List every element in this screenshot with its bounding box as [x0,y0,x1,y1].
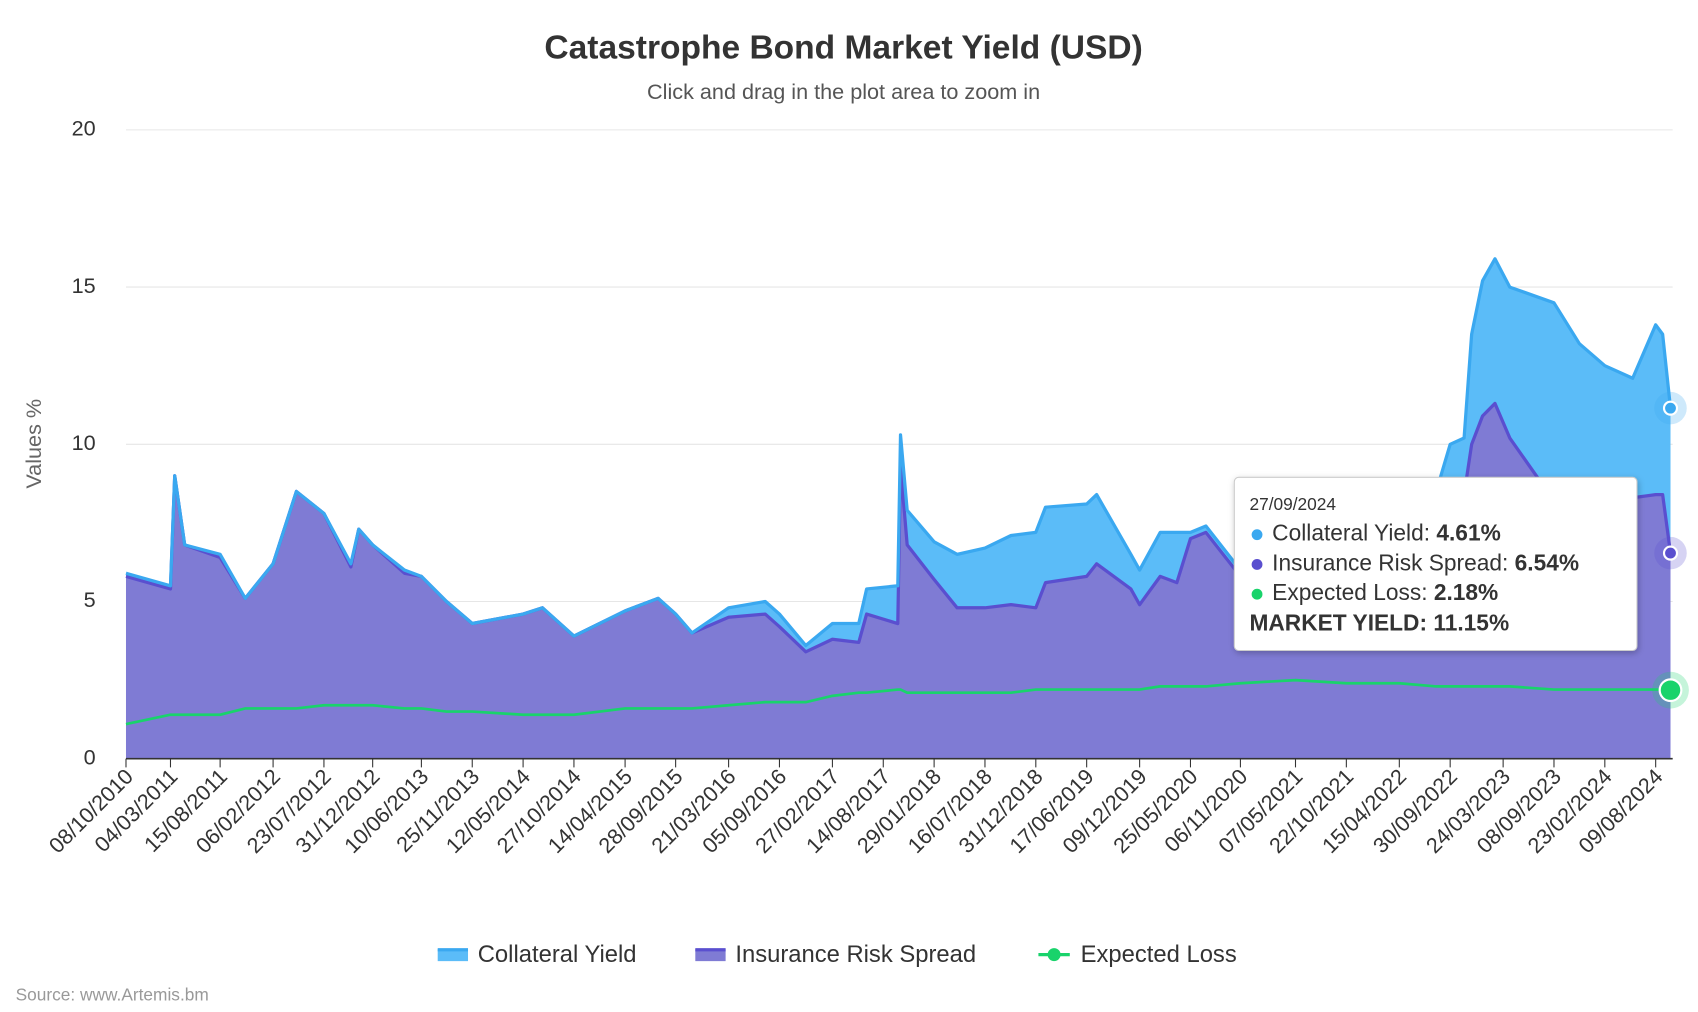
tooltip-sep: : [1502,549,1515,575]
area [125,403,1671,759]
tooltip-sep: : [1419,610,1433,636]
y-tick-label: 15 [72,273,96,298]
legend-swatch-dot [1047,948,1061,962]
tooltip-bullet [1251,529,1263,541]
tooltip-item: Insurance Risk Spread: 6.54% [1272,549,1579,575]
source: Source: www.Artemis.bm [16,984,209,1004]
tooltip-series-name: Expected Loss [1272,579,1421,605]
chart-title: Catastrophe Bond Market Yield (USD) [544,30,1142,67]
legend-label: Collateral Yield [478,941,637,968]
tooltip-value: 4.61% [1436,520,1500,546]
y-axis-label: Values % [21,399,46,489]
tooltip-box [1233,476,1638,652]
tooltip-total-value: 11.15% [1433,610,1509,636]
line [125,678,1671,726]
legend-swatch-line [437,948,469,952]
tooltip-item: Collateral Yield: 4.61% [1272,520,1501,546]
tooltip-total-name: MARKET YIELD [1249,610,1419,636]
tooltip-bullet [1251,559,1263,570]
y-tick-label: 0 [84,744,96,769]
tooltip-series-name: Collateral Yield [1272,520,1424,546]
tooltip-value: 6.54% [1515,549,1579,575]
legend-swatch [437,949,469,962]
tooltip-value: 2.18% [1434,579,1498,605]
chart-subtitle: Click and drag in the plot area to zoom … [647,79,1040,104]
tooltip-sep: : [1421,579,1434,605]
tooltip-total: MARKET YIELD: 11.15% [1249,610,1509,636]
legend-swatch [695,949,726,962]
hover-marker [1658,678,1683,703]
legend: Collateral Yield Insurance Risk Spread Exp… [437,941,1237,968]
tooltip-bullet [1251,588,1263,600]
tooltip: 27/09/2024 Collateral Yield: 4.61% Insuran… [1233,476,1638,652]
area-line [125,257,1673,648]
y-tick-label: 10 [72,430,96,455]
tooltip-sep: : [1424,520,1437,546]
y-tick-label: 5 [84,587,96,612]
tooltip-series-name: Insurance Risk Spread [1272,549,1502,575]
tooltip-date: 27/09/2024 [1249,494,1336,514]
legend-swatch-line [695,948,726,952]
y-tick-label: 20 [72,116,96,141]
hover-marker [1662,545,1679,561]
legend-label: Insurance Risk Spread [735,941,976,968]
legend-label: Expected Loss [1081,941,1237,968]
hover-marker [1662,400,1679,416]
tooltip-item: Expected Loss: 2.18% [1272,579,1498,605]
